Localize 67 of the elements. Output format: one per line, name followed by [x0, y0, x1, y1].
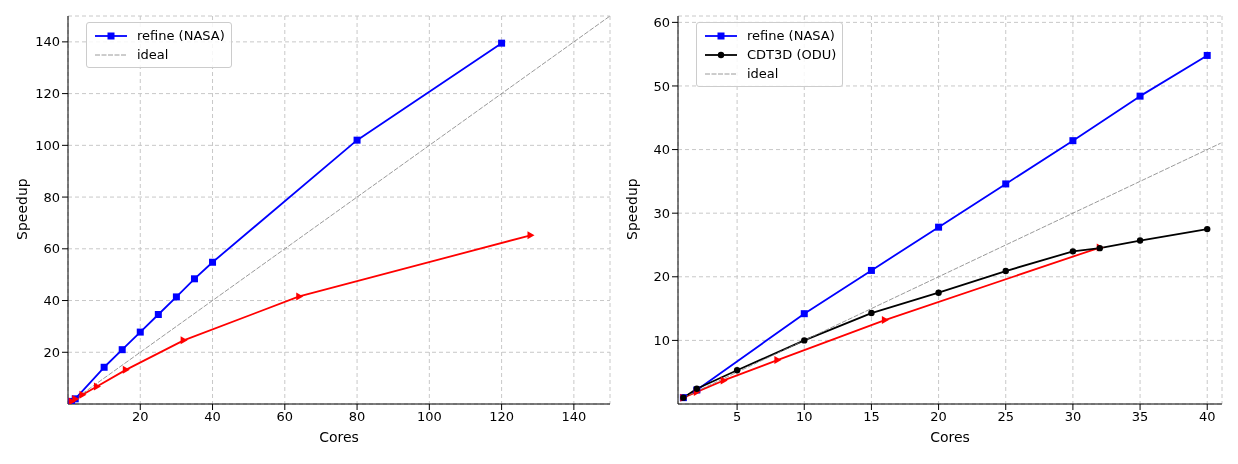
- point: [79, 390, 87, 399]
- y-tick-label: 140: [35, 34, 60, 50]
- point: [800, 310, 808, 318]
- point: [122, 365, 130, 374]
- point: [801, 337, 808, 344]
- y-tick-label: 20: [43, 344, 60, 360]
- y-tick-label: 60: [43, 241, 60, 257]
- x-axis-title: Cores: [930, 429, 970, 445]
- point: [209, 258, 217, 266]
- point: [136, 328, 144, 336]
- y-axis-title: Speedup: [13, 178, 30, 240]
- point: [1136, 92, 1144, 100]
- point: [118, 346, 126, 354]
- point: [498, 39, 506, 47]
- y-axis-title: Speedup: [623, 178, 640, 240]
- x-tick-label: 35: [1131, 409, 1149, 425]
- x-tick-label: 25: [997, 409, 1015, 425]
- x-tick-label: 140: [561, 409, 587, 425]
- y-tick-label: 80: [43, 189, 60, 205]
- x-tick-label: 5: [732, 409, 742, 425]
- point: [1069, 248, 1077, 255]
- x-tick-label: 40: [204, 409, 221, 425]
- x-tick-label: 20: [131, 409, 149, 425]
- point: [935, 223, 943, 231]
- y-tick-label: 120: [35, 86, 60, 102]
- point: [154, 311, 162, 318]
- y-tick-label: 40: [653, 142, 670, 158]
- x-tick-label: 30: [1064, 409, 1082, 425]
- point: [1069, 137, 1077, 145]
- legend-label: ideal: [137, 47, 169, 62]
- x-axis-title: Cores: [319, 429, 359, 445]
- x-tick-label: 120: [489, 409, 515, 425]
- point: [1002, 180, 1010, 188]
- point: [296, 292, 304, 301]
- point: [1204, 225, 1211, 233]
- y-tick-label: 60: [653, 14, 670, 30]
- x-tick-label: 100: [416, 409, 442, 425]
- legend-label: refine (NASA): [747, 28, 835, 43]
- point: [868, 309, 875, 317]
- point: [733, 367, 741, 374]
- point: [935, 289, 942, 296]
- y-tick-label: 100: [35, 137, 60, 153]
- y-tick-label: 50: [653, 78, 670, 94]
- legend-label: refine (NASA): [137, 28, 225, 43]
- point: [774, 356, 782, 365]
- point: [190, 275, 198, 283]
- x-tick-label: 80: [348, 409, 366, 425]
- x-tick-label: 40: [1198, 409, 1216, 425]
- y-tick-label: 20: [653, 269, 670, 285]
- point: [1203, 51, 1211, 59]
- x-tick-label: 60: [276, 409, 294, 425]
- point: [172, 293, 180, 301]
- point: [353, 136, 361, 144]
- y-tick-label: 10: [653, 333, 670, 349]
- point: [867, 266, 875, 274]
- legend-label: CDT3D (ODU): [747, 47, 837, 62]
- point: [1002, 267, 1009, 275]
- x-tick-label: 20: [930, 409, 947, 425]
- point: [93, 382, 101, 391]
- point: [100, 363, 108, 371]
- legend-label: ideal: [747, 66, 779, 81]
- point: [881, 316, 889, 325]
- y-tick-label: 40: [43, 293, 60, 309]
- point: [1136, 237, 1144, 244]
- y-tick-label: 30: [653, 205, 670, 221]
- x-tick-label: 15: [863, 409, 880, 425]
- x-tick-label: 10: [795, 409, 813, 425]
